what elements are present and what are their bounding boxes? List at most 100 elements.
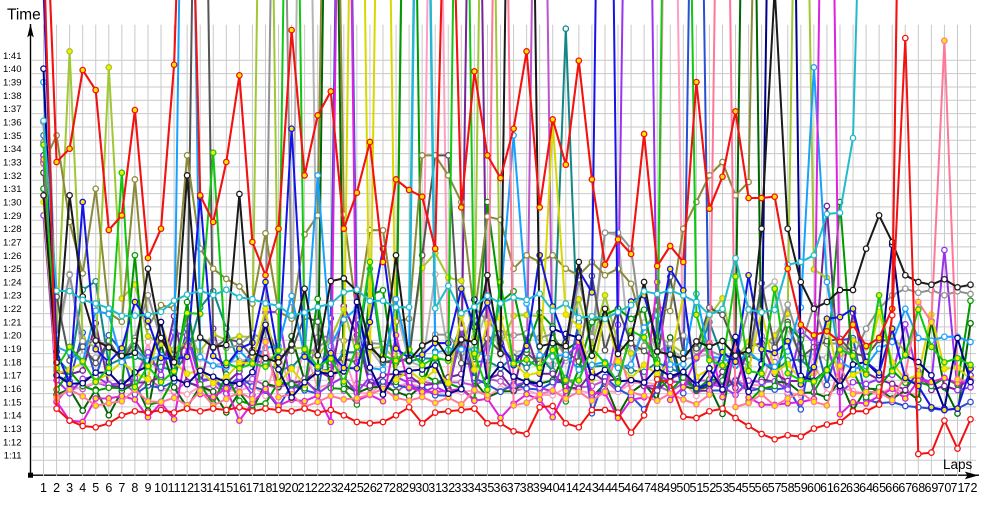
svg-text:58: 58 [781,481,795,495]
svg-text:45: 45 [611,481,625,495]
svg-text:62: 62 [833,481,847,495]
svg-text:31: 31 [428,481,442,495]
svg-text:33: 33 [454,481,468,495]
svg-text:70: 70 [937,481,951,495]
svg-text:8: 8 [131,481,138,495]
svg-text:32: 32 [441,481,455,495]
svg-text:1:30: 1:30 [3,197,22,208]
svg-text:13: 13 [193,481,207,495]
svg-text:1:25: 1:25 [3,264,22,275]
svg-text:69: 69 [924,481,938,495]
svg-text:65: 65 [872,481,886,495]
svg-text:1:20: 1:20 [3,331,22,342]
svg-text:61: 61 [820,481,834,495]
svg-text:5: 5 [92,481,99,495]
svg-text:1:23: 1:23 [3,291,22,302]
svg-text:1:40: 1:40 [3,64,22,75]
svg-text:49: 49 [663,481,677,495]
svg-text:2: 2 [53,481,60,495]
svg-text:37: 37 [507,481,521,495]
svg-text:29: 29 [402,481,416,495]
svg-text:15: 15 [219,481,233,495]
svg-text:67: 67 [898,481,912,495]
svg-text:19: 19 [272,481,286,495]
svg-text:14: 14 [206,481,220,495]
svg-text:6: 6 [105,481,112,495]
svg-text:1:26: 1:26 [3,251,22,262]
svg-text:1:14: 1:14 [3,411,22,422]
svg-text:44: 44 [598,481,612,495]
svg-text:1:36: 1:36 [3,118,22,129]
svg-text:57: 57 [768,481,782,495]
svg-text:Laps: Laps [943,457,973,472]
svg-text:11: 11 [168,481,181,495]
svg-text:25: 25 [350,481,364,495]
svg-text:12: 12 [180,481,194,495]
svg-text:30: 30 [415,481,429,495]
svg-text:1:32: 1:32 [3,171,22,182]
svg-text:1:11: 1:11 [4,451,22,462]
svg-text:28: 28 [389,481,403,495]
svg-text:10: 10 [154,481,168,495]
svg-text:27: 27 [376,481,390,495]
svg-text:1:15: 1:15 [3,397,22,408]
svg-text:47: 47 [637,481,651,495]
svg-text:53: 53 [716,481,730,495]
svg-text:1:13: 1:13 [3,424,22,435]
svg-text:3: 3 [66,481,73,495]
svg-text:20: 20 [285,481,299,495]
svg-text:1:27: 1:27 [3,237,22,248]
svg-text:34: 34 [467,481,481,495]
svg-text:46: 46 [624,481,638,495]
svg-text:23: 23 [324,481,338,495]
svg-text:71: 71 [951,481,965,495]
svg-text:1:35: 1:35 [3,131,22,142]
svg-text:1:19: 1:19 [3,344,22,355]
svg-text:66: 66 [885,481,899,495]
svg-text:1:18: 1:18 [3,357,22,368]
svg-text:63: 63 [846,481,860,495]
svg-text:1:24: 1:24 [3,277,22,288]
svg-text:43: 43 [585,481,599,495]
svg-text:42: 42 [572,481,586,495]
svg-text:1:37: 1:37 [3,104,22,115]
svg-text:39: 39 [533,481,547,495]
svg-text:1:41: 1:41 [3,51,22,62]
svg-text:64: 64 [859,481,873,495]
svg-text:48: 48 [650,481,664,495]
svg-text:55: 55 [742,481,756,495]
svg-text:17: 17 [245,481,259,495]
svg-text:56: 56 [755,481,769,495]
svg-text:38: 38 [520,481,534,495]
svg-text:40: 40 [546,481,560,495]
svg-text:1:33: 1:33 [3,157,22,168]
svg-text:18: 18 [259,481,273,495]
svg-text:68: 68 [911,481,925,495]
svg-text:50: 50 [676,481,690,495]
svg-text:52: 52 [702,481,716,495]
svg-text:24: 24 [337,481,351,495]
svg-text:60: 60 [807,481,821,495]
svg-text:Time: Time [7,7,41,24]
svg-text:1:21: 1:21 [3,317,22,328]
svg-text:1:31: 1:31 [3,184,22,195]
svg-text:22: 22 [311,481,325,495]
svg-text:26: 26 [363,481,377,495]
svg-text:36: 36 [494,481,508,495]
svg-text:21: 21 [298,481,312,495]
svg-text:9: 9 [145,481,152,495]
svg-text:1: 1 [40,481,47,495]
svg-text:1:38: 1:38 [3,91,22,102]
svg-text:59: 59 [794,481,808,495]
svg-text:41: 41 [559,481,573,495]
svg-text:54: 54 [729,481,743,495]
svg-text:1:22: 1:22 [3,304,22,315]
svg-text:72: 72 [964,481,978,495]
svg-text:16: 16 [232,481,246,495]
svg-text:7: 7 [118,481,125,495]
svg-text:1:39: 1:39 [3,78,22,89]
svg-text:1:17: 1:17 [3,371,22,382]
svg-text:1:28: 1:28 [3,224,22,235]
svg-text:1:29: 1:29 [3,211,22,222]
svg-text:4: 4 [79,481,86,495]
